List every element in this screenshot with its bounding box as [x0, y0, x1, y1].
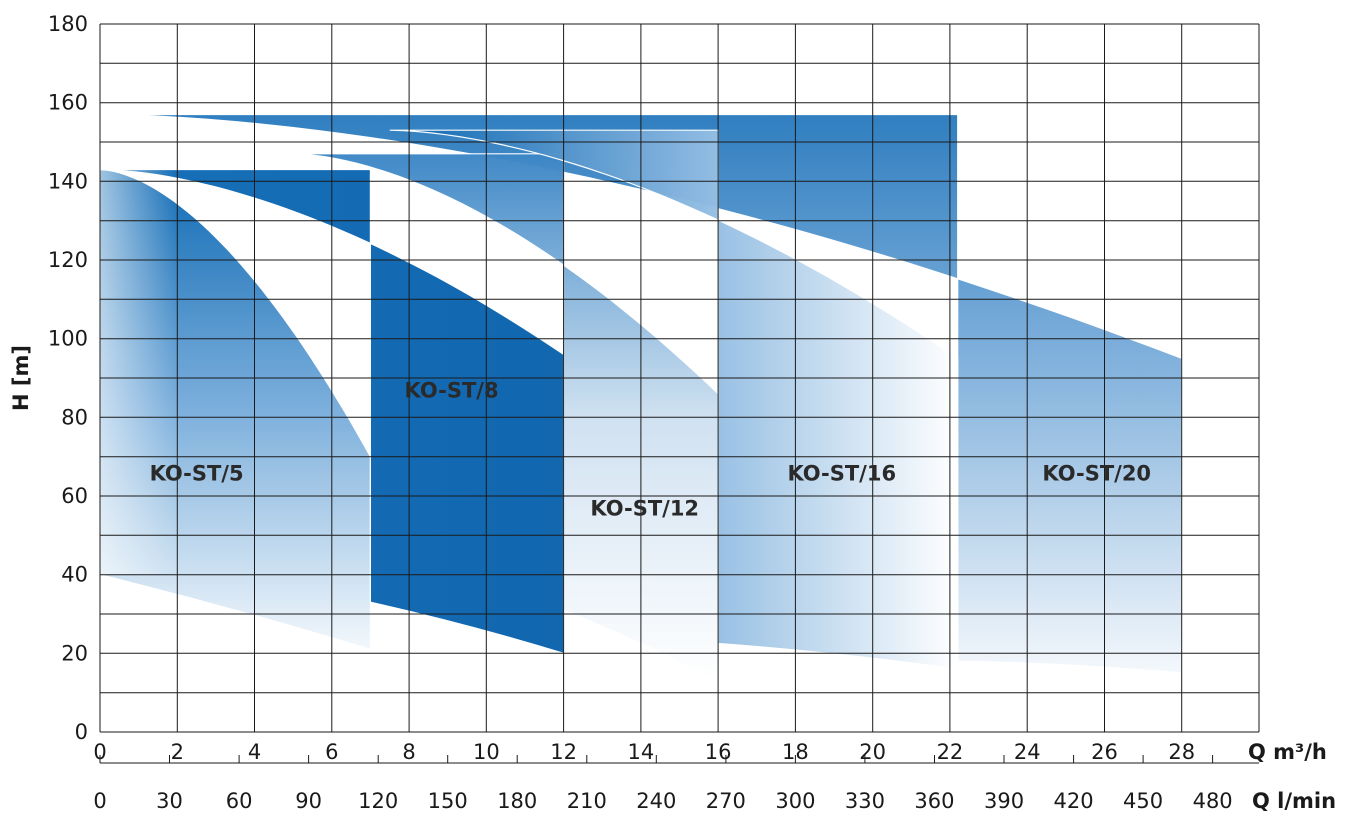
x-tick-label: 20 [859, 740, 886, 764]
series-area-ko-st-8 [99, 168, 565, 655]
y-axis-title: H [m] [9, 345, 33, 411]
x-tick-label: 4 [248, 740, 261, 764]
grid-lines [99, 23, 1260, 764]
x2-tick-label: 390 [984, 789, 1024, 813]
x2-tick-label: 120 [358, 789, 398, 813]
y-tick-label: 80 [61, 405, 88, 429]
x2-tick-label: 210 [567, 789, 607, 813]
series-label-ko-st-12: KO-ST/12 [590, 497, 699, 521]
x-tick-label: 10 [473, 740, 500, 764]
x-axis-title: Q m³/h [1248, 740, 1327, 764]
x-tick-label: 8 [402, 740, 415, 764]
series-area-ko-st-12 [293, 153, 719, 682]
series-area-ko-st-20 [99, 113, 1183, 674]
series-labels: KO-ST/5 KO-ST/8 KO-ST/12 KO-ST/16 KO-ST/20 [150, 379, 1151, 521]
x2-tick-label: 90 [295, 789, 322, 813]
x-tick-label: 24 [1014, 740, 1041, 764]
x2-tick-label: 180 [497, 789, 537, 813]
x-tick-label: 16 [705, 740, 732, 764]
x2-tick-label: 60 [226, 789, 253, 813]
x-tick-label: 28 [1168, 740, 1195, 764]
series-label-ko-st-16: KO-ST/16 [787, 461, 896, 485]
x2-tick-label: 480 [1193, 789, 1233, 813]
x-tick-label: 12 [550, 740, 577, 764]
y-tick-label: 20 [61, 641, 88, 665]
y-tick-label: 180 [48, 12, 88, 36]
y-tick-label: 120 [48, 248, 88, 272]
y-tick-label: 60 [61, 484, 88, 508]
x-tick-label: 22 [937, 740, 964, 764]
x2-tick-label: 360 [914, 789, 954, 813]
x2-tick-label: 30 [156, 789, 183, 813]
x2-tick-label: 450 [1123, 789, 1163, 813]
series-label-ko-st-8: KO-ST/8 [405, 379, 499, 403]
x-tick-label: 6 [325, 740, 338, 764]
x2-tick-label: 300 [775, 789, 815, 813]
y-tick-label: 40 [61, 563, 88, 587]
y-tick-label: 0 [75, 720, 88, 744]
x2-tick-label: 330 [845, 789, 885, 813]
y-tick-label: 100 [48, 327, 88, 351]
x-tick-label: 14 [627, 740, 654, 764]
x2-tick-label: 240 [636, 789, 676, 813]
x2-tick-label: 150 [428, 789, 468, 813]
x-tick-label: 2 [171, 740, 184, 764]
series-label-ko-st-20: KO-ST/20 [1042, 461, 1151, 485]
y-tick-label: 160 [48, 91, 88, 115]
series-label-ko-st-5: KO-ST/5 [150, 461, 244, 485]
x2-axis-title: Q l/min [1252, 789, 1336, 813]
x-tick-label: 26 [1091, 740, 1118, 764]
x-axis-ticks-lmin: 0 30 60 90 120 150 180 210 240 270 300 330 360 390 420… [93, 789, 1232, 813]
x2-tick-label: 270 [706, 789, 746, 813]
y-axis-ticks: 0 20 40 60 80 100 120 140 160 180 [48, 12, 88, 744]
x2-tick-label: 0 [93, 789, 106, 813]
x2-tick-label: 420 [1054, 789, 1094, 813]
y-tick-label: 140 [48, 169, 88, 193]
x-axis-ticks-m3h: 0 2 4 6 8 10 12 14 16 18 20 22 24 26 28 [93, 740, 1195, 764]
x-tick-label: 18 [782, 740, 809, 764]
x-tick-label: 0 [93, 740, 106, 764]
